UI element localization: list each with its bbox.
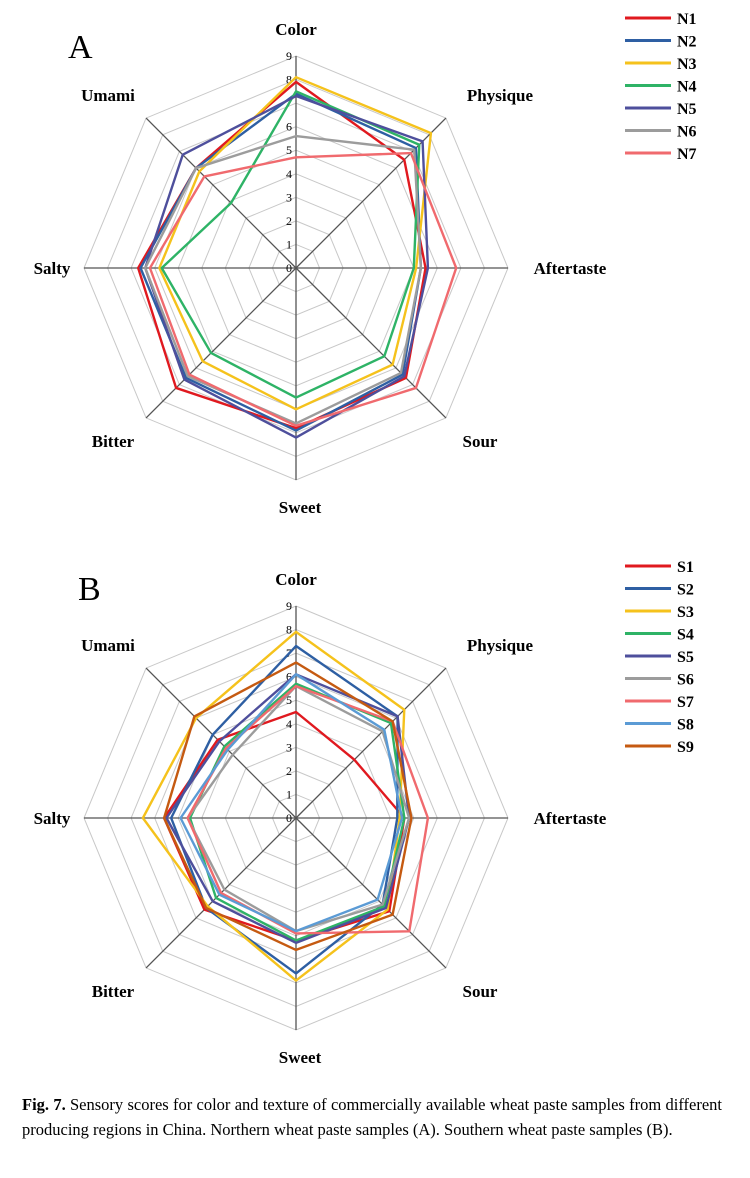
series-line-n3 [158, 75, 433, 411]
legend-label-s7: S7 [677, 694, 694, 711]
series-line-n5 [144, 94, 430, 439]
series-line-n6 [144, 134, 423, 425]
axis-label-color: Color [275, 20, 317, 39]
tick-label: 9 [286, 49, 292, 63]
tick-label: 3 [286, 190, 292, 204]
series-line-s5 [165, 673, 411, 945]
axis-spoke [295, 667, 447, 819]
axis-label-physique: Physique [467, 86, 534, 105]
legend-label-s8: S8 [677, 717, 694, 734]
tick-label: 5 [286, 693, 292, 707]
legend-label-s9: S9 [677, 739, 694, 756]
axis-label-color: Color [275, 570, 317, 589]
series-line-n2 [139, 92, 423, 432]
panel-letter: B [78, 571, 101, 608]
axis-label-bitter: Bitter [92, 982, 135, 1001]
tick-label: 4 [286, 717, 292, 731]
figure: 0123456789ColorPhysiqueAftertasteSourSwe… [34, 11, 697, 1067]
tick-label: 6 [286, 670, 292, 684]
tick-label: 1 [286, 237, 292, 251]
figure-caption: Fig. 7. Sensory scores for color and tex… [22, 1092, 722, 1142]
axis-spoke [295, 267, 447, 419]
axis-label-salty: Salty [34, 259, 71, 278]
legend-label-s4: S4 [677, 627, 694, 644]
legend-label-s1: S1 [677, 559, 694, 576]
legend-label-n7: N7 [677, 146, 697, 163]
axis-label-umami: Umami [81, 636, 135, 655]
axis-spoke [295, 817, 447, 969]
tick-label: 2 [286, 214, 292, 228]
caption-text: Sensory scores for color and texture of … [22, 1095, 722, 1139]
tick-label: 8 [286, 73, 292, 87]
radar-chart-b: 0123456789ColorPhysiqueAftertasteSourSwe… [34, 559, 694, 1067]
axis-label-bitter: Bitter [92, 432, 135, 451]
axis-label-sour: Sour [463, 982, 498, 1001]
axis-label-aftertaste: Aftertaste [534, 809, 607, 828]
axis-label-sweet: Sweet [279, 1048, 322, 1067]
axis-label-sour: Sour [463, 432, 498, 451]
legend-label-s5: S5 [677, 649, 694, 666]
tick-label: 0 [286, 811, 292, 825]
tick-label: 1 [286, 787, 292, 801]
legend-label-s6: S6 [677, 672, 694, 689]
caption-label: Fig. 7. [22, 1095, 66, 1114]
legend-label-s2: S2 [677, 582, 694, 599]
panel-letter: A [68, 29, 93, 66]
legend-label-n4: N4 [677, 79, 697, 96]
axis-spoke [145, 667, 297, 819]
tick-label: 3 [286, 740, 292, 754]
tick-label: 0 [286, 261, 292, 275]
legend-label-n6: N6 [677, 124, 697, 141]
axis-spoke [145, 117, 297, 269]
legend-label-n3: N3 [677, 56, 697, 73]
tick-label: 8 [286, 623, 292, 637]
series-line-s9 [162, 661, 413, 952]
tick-label: 5 [286, 143, 292, 157]
legend-label-n2: N2 [677, 34, 697, 51]
axis-label-physique: Physique [467, 636, 534, 655]
axis-label-salty: Salty [34, 809, 71, 828]
legend-label-s3: S3 [677, 604, 694, 621]
tick-label: 4 [286, 167, 292, 181]
legend: N1 N2 N3 N4 N5 N6 N7 [625, 11, 697, 163]
series-line-s8 [179, 673, 404, 933]
legend-label-n1: N1 [677, 11, 697, 28]
radar-chart-a: 0123456789ColorPhysiqueAftertasteSourSwe… [34, 11, 697, 517]
tick-label: 6 [286, 120, 292, 134]
axis-label-aftertaste: Aftertaste [534, 259, 607, 278]
axis-spoke [295, 117, 447, 269]
legend: S1 S2 S3 S4 S5 S6 S7 S8 S9 [625, 559, 694, 756]
series-line-n7 [148, 151, 458, 428]
axis-label-sweet: Sweet [279, 498, 322, 517]
legend-label-n5: N5 [677, 101, 697, 118]
axis-spoke [145, 267, 297, 419]
axis-label-umami: Umami [81, 86, 135, 105]
tick-label: 9 [286, 599, 292, 613]
tick-label: 2 [286, 764, 292, 778]
